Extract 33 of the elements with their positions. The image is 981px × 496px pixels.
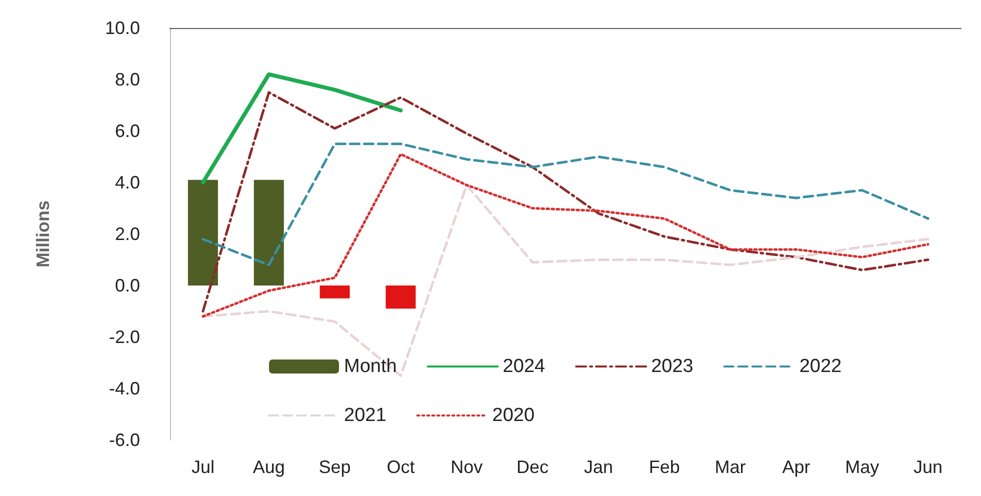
- x-tick-label: Feb: [648, 457, 680, 477]
- y-tick-label: 2.0: [114, 224, 140, 244]
- y-tick-label: -2.0: [108, 327, 140, 347]
- x-tick-label: Aug: [252, 457, 285, 477]
- legend-label: 2023: [651, 356, 694, 377]
- line-series: [202, 91, 930, 312]
- x-tick-label: Oct: [386, 457, 415, 477]
- x-tick-label: Dec: [516, 457, 549, 477]
- y-tick-label: 8.0: [114, 70, 140, 90]
- legend-label: Month: [344, 356, 397, 377]
- line-series: [202, 152, 930, 318]
- x-tick-label: Jul: [191, 457, 214, 477]
- legend-label: 2020: [492, 405, 535, 426]
- y-tick-label: 4.0: [114, 172, 140, 192]
- x-tick-label: May: [845, 457, 880, 477]
- y-tick-label: 0.0: [114, 276, 140, 296]
- x-tick-label: Jun: [914, 457, 943, 477]
- x-tick-label: Nov: [450, 457, 483, 477]
- legend-label: 2024: [502, 356, 546, 377]
- x-tick-label: Jan: [584, 457, 613, 477]
- y-tick-label: -6.0: [108, 430, 140, 450]
- line-series: [202, 142, 930, 266]
- y-axis-title: Millions: [33, 200, 53, 268]
- legend-label: 2022: [799, 356, 842, 377]
- y-tick-label: -4.0: [108, 378, 140, 398]
- legend-label: 2021: [344, 405, 386, 426]
- line-series: [202, 184, 930, 377]
- line-series: [200, 72, 403, 184]
- y-tick-label: 6.0: [114, 121, 140, 141]
- x-tick-label: Sep: [318, 457, 351, 477]
- x-tick-label: Apr: [782, 457, 810, 477]
- x-tick-label: Mar: [714, 457, 746, 477]
- y-tick-label: 10.0: [104, 18, 140, 38]
